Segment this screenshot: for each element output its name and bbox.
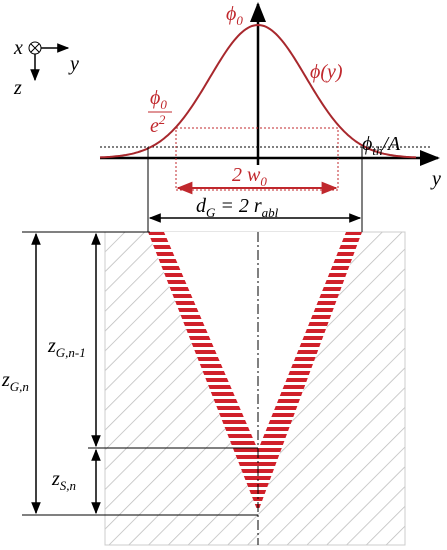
- phi-y-label: ϕ(y): [310, 61, 343, 83]
- symbol: ϕ: [226, 3, 236, 25]
- w0-label: 2 w0: [232, 164, 267, 189]
- mid: = 2 r: [215, 195, 261, 217]
- e2-den: e2: [150, 112, 166, 137]
- sub: 0: [160, 97, 167, 112]
- zgn-label: zG,n: [1, 369, 29, 394]
- coord-z-label: z: [13, 77, 22, 99]
- zsn-label: zS,n: [51, 468, 76, 493]
- sub: G,n-1: [56, 345, 86, 360]
- symbol: d: [196, 195, 207, 217]
- phi0-label: ϕ0: [226, 3, 243, 28]
- base: e: [150, 115, 159, 137]
- sub: S,n: [60, 478, 76, 493]
- phi-th-label: ϕth/A: [362, 133, 401, 158]
- coord-x-label: x: [13, 37, 23, 59]
- coord-y-label: y: [68, 53, 79, 75]
- dg-label: dG = 2 rabl: [196, 195, 279, 220]
- y-axis-label: y: [430, 168, 441, 190]
- symbol: ϕ: [150, 87, 160, 109]
- sub: G,n: [10, 379, 29, 394]
- sub: 0: [260, 174, 267, 189]
- sub: abl: [262, 205, 279, 220]
- zgn1-label: zG,n-1: [47, 335, 86, 360]
- sub: th: [372, 143, 382, 158]
- sub: G: [206, 205, 216, 220]
- symbol: z: [51, 468, 60, 490]
- symbol: z: [47, 335, 56, 357]
- crater-inner: [164, 232, 346, 450]
- suffix: /A: [381, 133, 401, 155]
- prefix: 2 w: [232, 164, 261, 186]
- sup: 2: [159, 112, 166, 127]
- phi0-num: ϕ0: [150, 87, 167, 112]
- x-symbol-cross: [30, 43, 40, 53]
- symbol: z: [1, 369, 10, 391]
- gaussian-profile: [99, 23, 417, 159]
- symbol: ϕ: [362, 133, 372, 155]
- sub: 0: [236, 13, 243, 28]
